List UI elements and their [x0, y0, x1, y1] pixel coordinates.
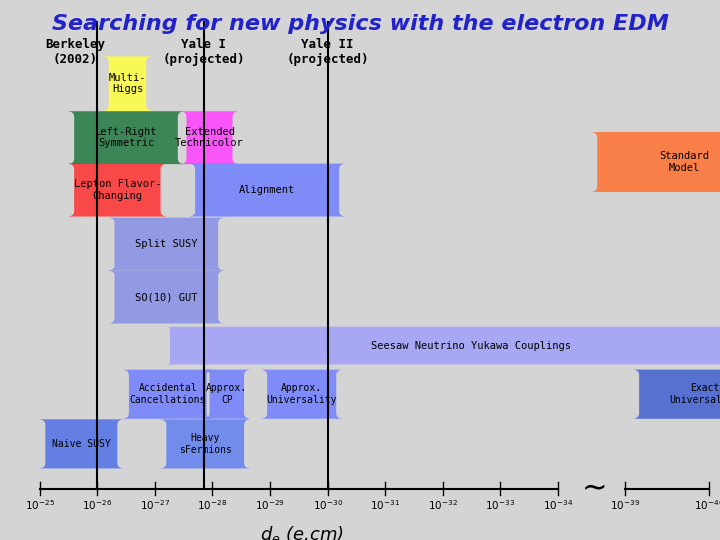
Text: $10^{-28}$: $10^{-28}$ — [197, 498, 228, 512]
Text: $10^{-40}$: $10^{-40}$ — [694, 498, 720, 512]
FancyBboxPatch shape — [632, 369, 720, 419]
FancyBboxPatch shape — [202, 369, 251, 419]
Text: $d_e$ (e.cm): $d_e$ (e.cm) — [261, 524, 344, 540]
FancyBboxPatch shape — [107, 271, 225, 323]
Text: Alignment: Alignment — [239, 185, 295, 195]
FancyBboxPatch shape — [159, 419, 251, 469]
Text: Seesaw Neutrino Yukawa Couplings: Seesaw Neutrino Yukawa Couplings — [372, 341, 572, 350]
FancyBboxPatch shape — [107, 218, 225, 271]
Text: $10^{-30}$: $10^{-30}$ — [312, 498, 343, 512]
Text: Yale II
(projected): Yale II (projected) — [287, 38, 369, 66]
Text: Extended
Technicolor: Extended Technicolor — [175, 127, 244, 148]
Text: $10^{-32}$: $10^{-32}$ — [428, 498, 458, 512]
Text: Approx.
CP: Approx. CP — [206, 383, 248, 405]
Text: $10^{-39}$: $10^{-39}$ — [610, 498, 640, 512]
FancyBboxPatch shape — [102, 56, 153, 111]
Text: $10^{-34}$: $10^{-34}$ — [543, 498, 573, 512]
Text: Accidental
Cancellations: Accidental Cancellations — [130, 383, 206, 405]
Text: $10^{-27}$: $10^{-27}$ — [140, 498, 170, 512]
Text: Heavy
sFermions: Heavy sFermions — [179, 433, 232, 455]
FancyBboxPatch shape — [67, 111, 185, 164]
Text: Naive SUSY: Naive SUSY — [52, 439, 111, 449]
FancyBboxPatch shape — [38, 419, 125, 469]
FancyBboxPatch shape — [166, 327, 720, 364]
Text: SO(10) GUT: SO(10) GUT — [135, 292, 197, 302]
Text: Approx.
Universality: Approx. Universality — [266, 383, 337, 405]
Text: $\sim$: $\sim$ — [576, 472, 607, 502]
Text: Yale I
(projected): Yale I (projected) — [163, 38, 245, 66]
FancyBboxPatch shape — [179, 111, 240, 164]
Text: $10^{-29}$: $10^{-29}$ — [255, 498, 285, 512]
Text: Berkeley
(2002): Berkeley (2002) — [45, 38, 106, 66]
Text: Left-Right
Symmetric: Left-Right Symmetric — [95, 127, 157, 148]
Text: Lepton Flavor-
Changing: Lepton Flavor- Changing — [73, 179, 161, 201]
Text: $10^{-26}$: $10^{-26}$ — [82, 498, 112, 512]
FancyBboxPatch shape — [67, 164, 168, 217]
FancyBboxPatch shape — [590, 132, 720, 192]
Text: Exact
Universality: Exact Universality — [670, 383, 720, 405]
Text: $10^{-25}$: $10^{-25}$ — [24, 498, 55, 512]
Text: $10^{-31}$: $10^{-31}$ — [370, 498, 400, 512]
Text: Searching for new physics with the electron EDM: Searching for new physics with the elect… — [52, 14, 668, 33]
Text: $10^{-33}$: $10^{-33}$ — [485, 498, 516, 512]
Text: Multi-
Higgs: Multi- Higgs — [109, 73, 146, 94]
Text: Split SUSY: Split SUSY — [135, 239, 197, 249]
FancyBboxPatch shape — [122, 369, 214, 419]
FancyBboxPatch shape — [260, 369, 343, 419]
Text: Standard
Model: Standard Model — [659, 151, 709, 173]
FancyBboxPatch shape — [188, 164, 346, 217]
